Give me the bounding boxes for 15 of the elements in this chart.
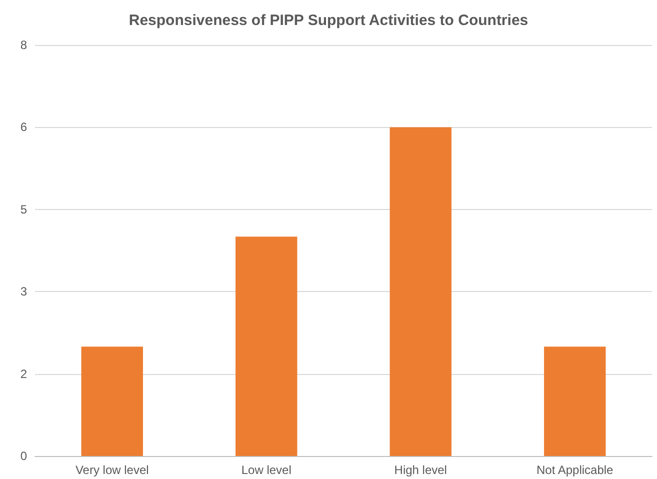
- y-tick-label: 0: [20, 449, 28, 463]
- bar: [390, 127, 452, 456]
- y-tick-label: 6: [20, 120, 28, 134]
- x-tick-label: Very low level: [75, 463, 149, 477]
- x-tick-label: Not Applicable: [536, 463, 614, 477]
- x-tick-label: Low level: [241, 463, 292, 477]
- bar: [544, 346, 606, 456]
- y-tick-label: 2: [20, 366, 28, 381]
- bar: [81, 346, 143, 456]
- y-tick-label: 5: [20, 202, 28, 216]
- y-tick-label: 8: [20, 38, 28, 52]
- chart-title: Responsiveness of PIPP Support Activities to Countries: [128, 12, 528, 29]
- x-tick-label: High level: [394, 463, 447, 477]
- bar: [236, 236, 298, 456]
- y-tick-label: 3: [20, 284, 28, 299]
